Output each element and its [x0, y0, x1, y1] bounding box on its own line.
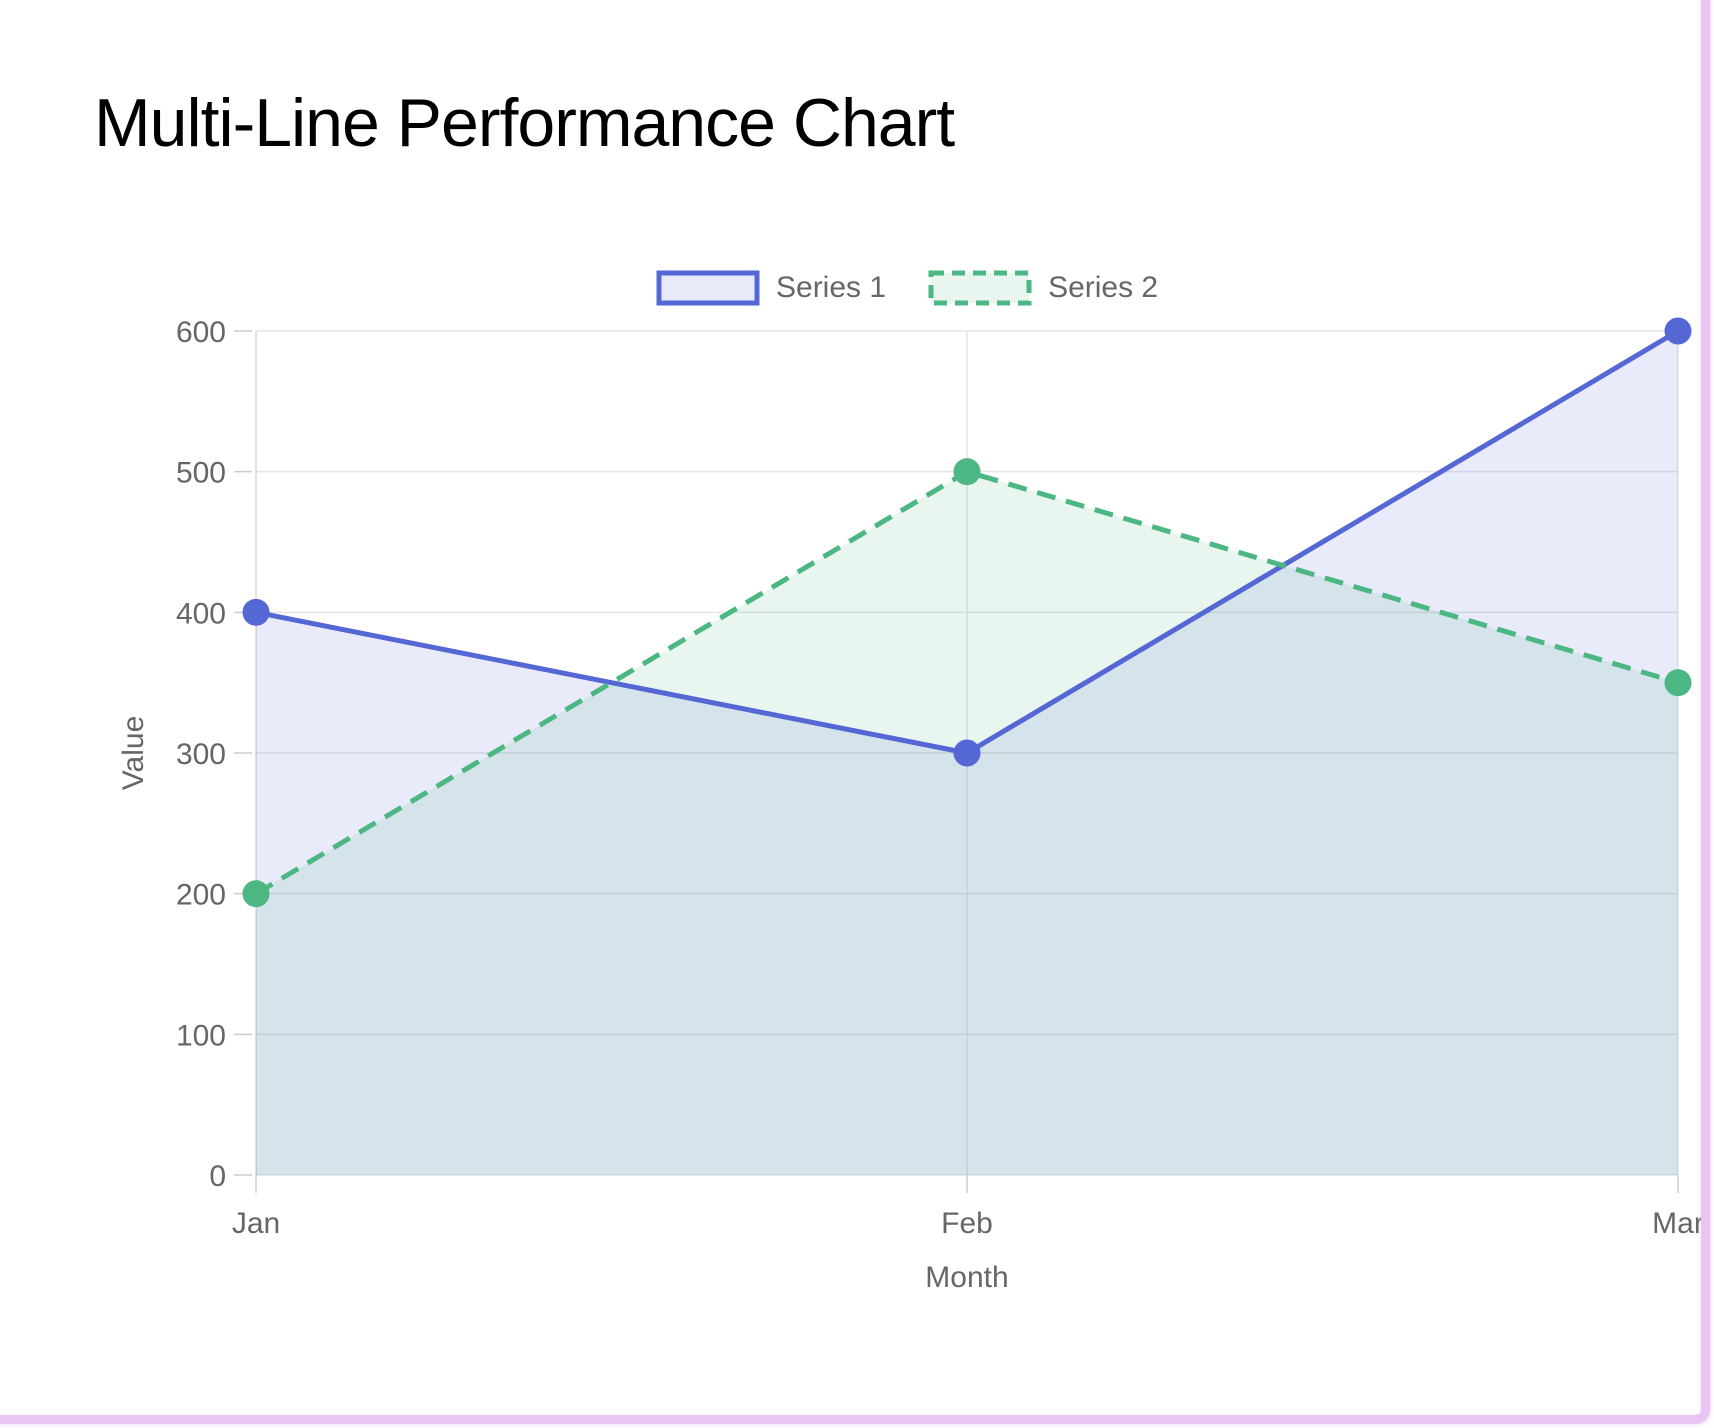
legend-label-series-1: Series 1 [776, 271, 887, 304]
series-2-point-Mar[interactable] [1664, 669, 1692, 697]
y-tick-label-0: 0 [209, 1160, 226, 1193]
x-axis-title: Month [925, 1261, 1008, 1294]
y-tick-label-500: 500 [176, 457, 226, 490]
y-tick-label-200: 200 [176, 879, 226, 912]
legend-item-series-1[interactable]: Series 1 [656, 270, 886, 306]
y-tick-label-600: 600 [176, 316, 226, 349]
series-2-area [256, 471, 1678, 1176]
y-tick-label-100: 100 [176, 1019, 226, 1052]
series-2-point-Feb[interactable] [953, 458, 981, 486]
chart-legend: Series 1 Series 2 [656, 266, 1158, 310]
y-tick-label-300: 300 [176, 738, 226, 771]
x-tick-label-Feb: Feb [941, 1207, 993, 1240]
x-tick-label-Mar: Mar [1652, 1207, 1704, 1240]
x-tick-label-Jan: Jan [232, 1207, 280, 1240]
legend-swatch-series-1 [656, 270, 760, 306]
series-1-point-Feb[interactable] [953, 739, 981, 767]
legend-item-series-2[interactable]: Series 2 [928, 270, 1158, 306]
chart-title: Multi-Line Performance Chart [94, 85, 955, 161]
series-1-point-Jan[interactable] [242, 598, 270, 626]
series-2-point-Jan[interactable] [242, 880, 270, 908]
series-1-point-Mar[interactable] [1664, 317, 1692, 345]
legend-label-series-2: Series 2 [1048, 271, 1159, 304]
legend-swatch-series-2 [928, 270, 1032, 306]
y-axis-title: Value [117, 716, 150, 791]
y-tick-label-400: 400 [176, 597, 226, 630]
